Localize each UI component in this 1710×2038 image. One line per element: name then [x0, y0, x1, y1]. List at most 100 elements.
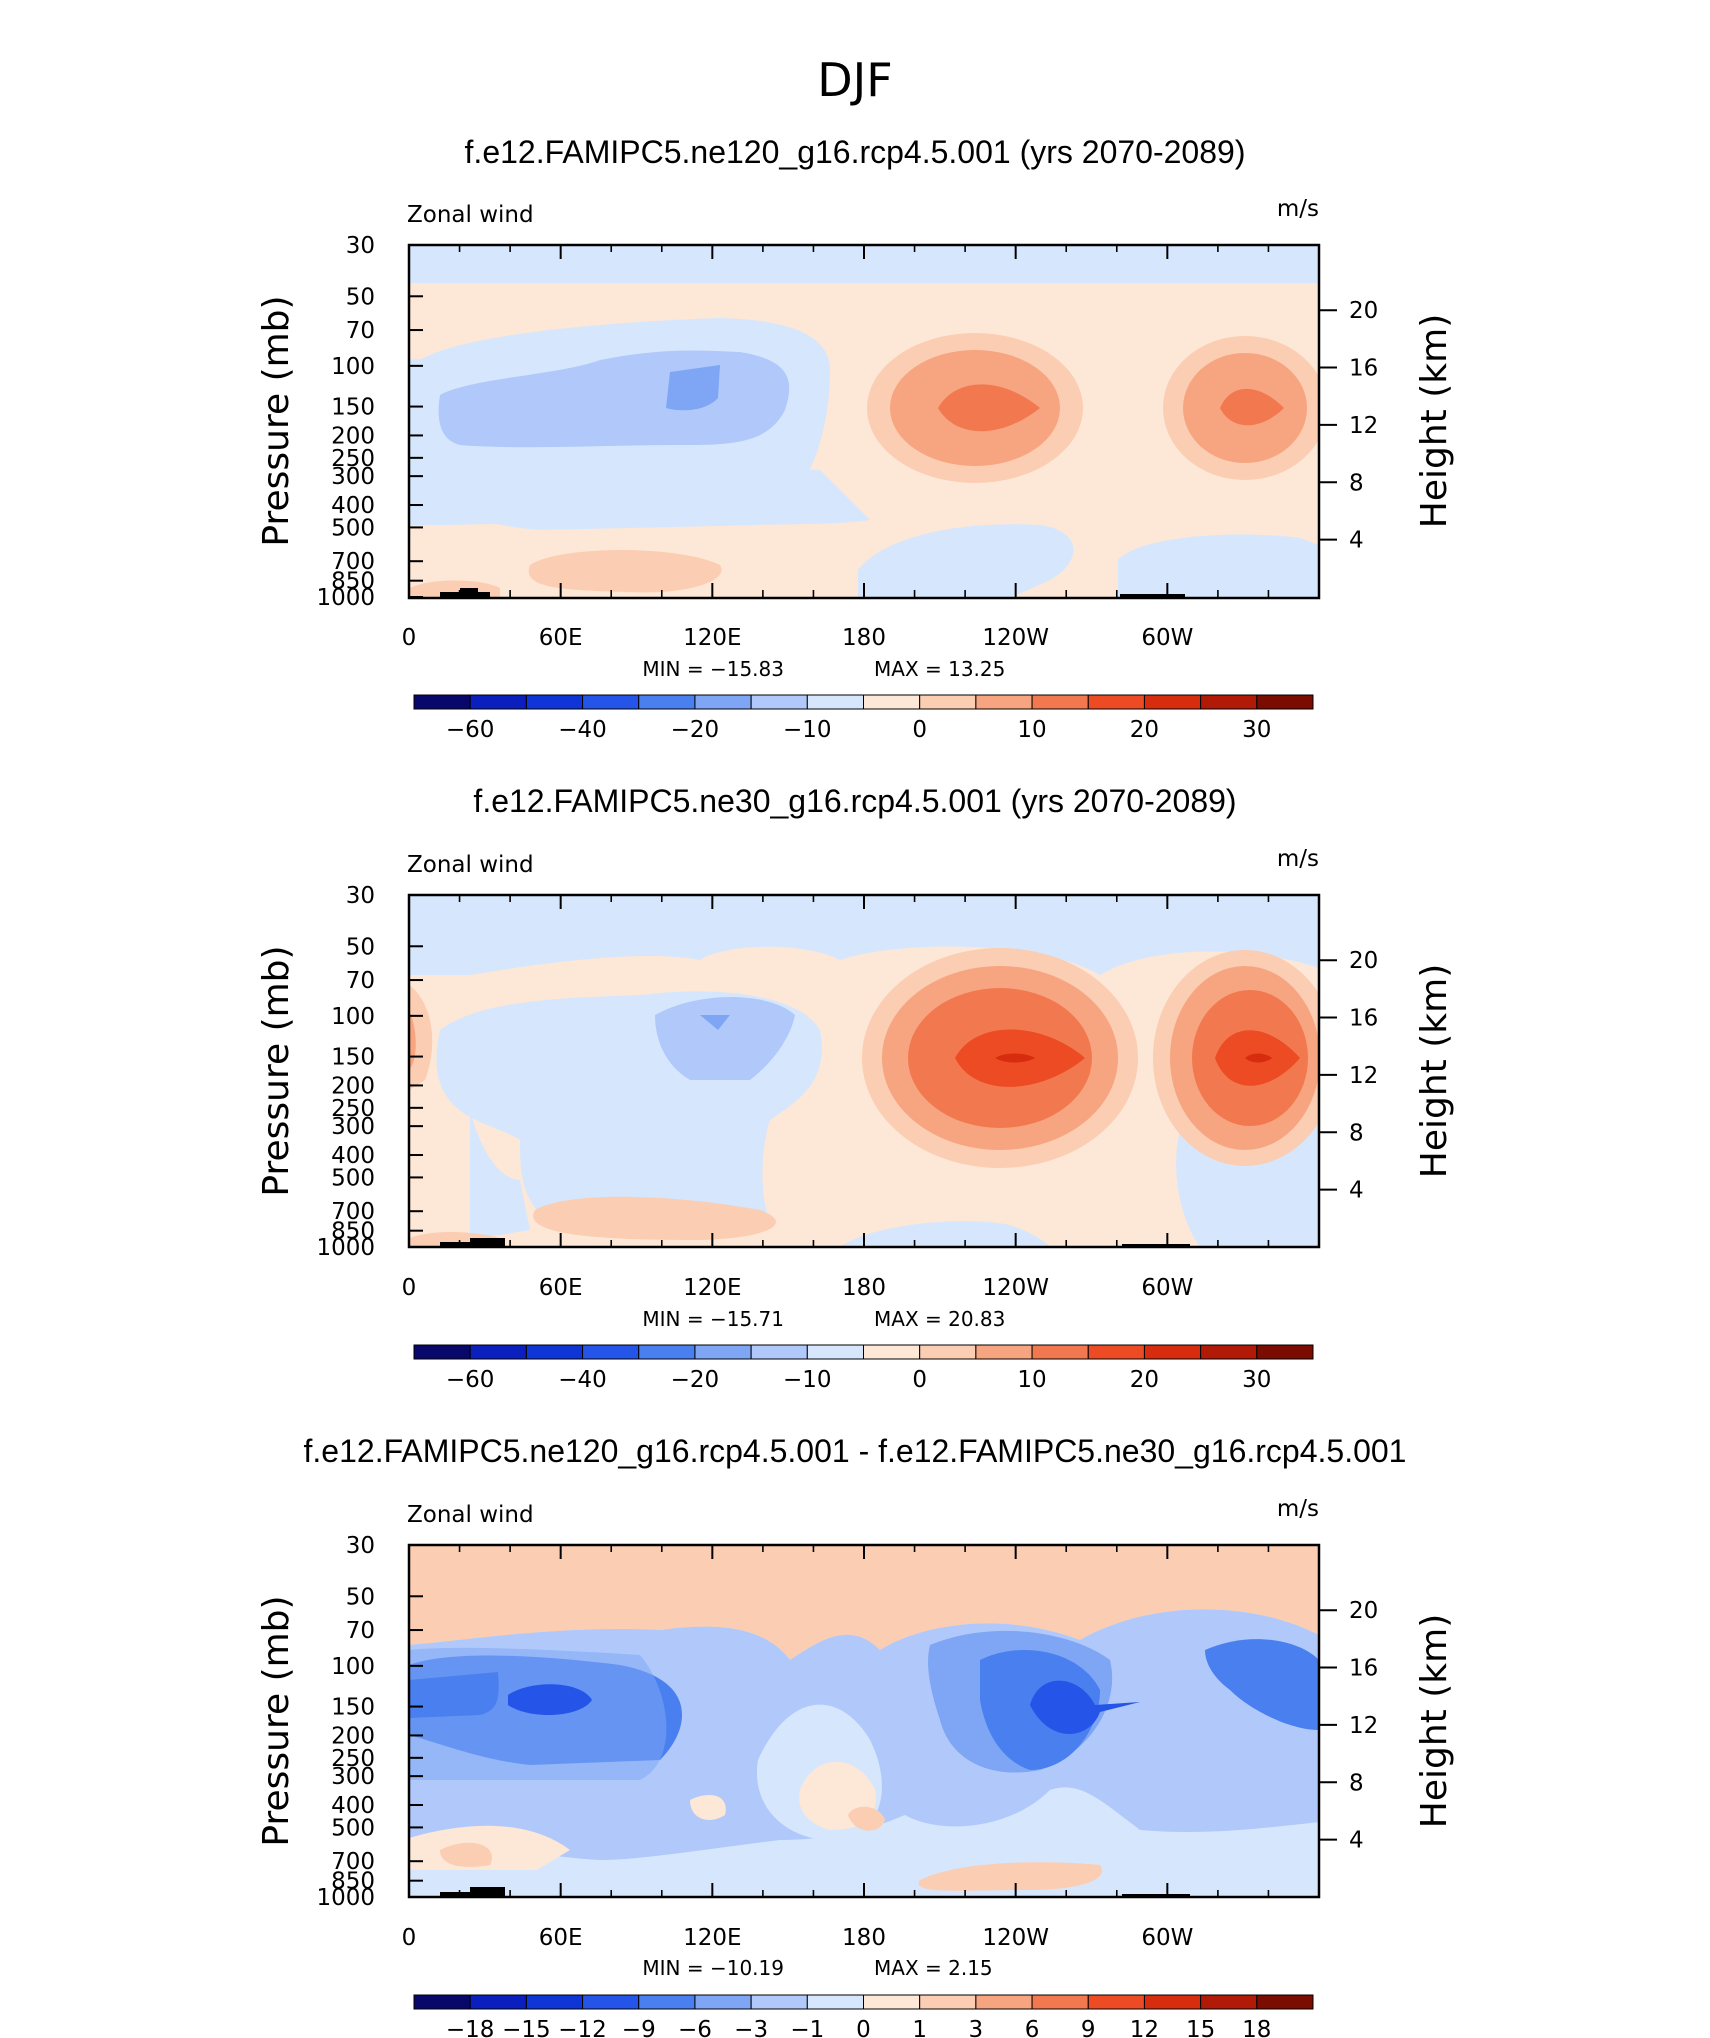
colorbar-swatch	[1256, 1344, 1314, 1360]
contour-band	[848, 1806, 885, 1831]
contour-band	[409, 1010, 416, 1070]
colorbar-label: −12	[558, 2017, 607, 2038]
y-tick-label: 150	[331, 1045, 375, 1071]
y-tick-label: 150	[331, 395, 375, 421]
contour-band	[938, 384, 1040, 432]
colorbar-label: −10	[783, 717, 832, 743]
y-right-tick-label: 8	[1349, 1120, 1364, 1146]
panel-difference: f.e12.FAMIPC5.ne120_g16.rcp4.5.001 - f.e…	[256, 1433, 1455, 2038]
y-right-tick-label: 8	[1349, 1770, 1364, 1796]
colorbar-label: 1	[912, 2017, 927, 2038]
y-tick-label: 500	[331, 515, 375, 541]
contour-band	[666, 365, 720, 411]
colorbar-swatch	[1031, 1994, 1089, 2010]
panel-ne30: f.e12.FAMIPC5.ne30_g16.rcp4.5.001 (yrs 2…	[256, 783, 1455, 1393]
colorbar-label: 10	[1017, 717, 1046, 743]
y-tick-label: 200	[331, 1723, 375, 1749]
y-right-tick-label: 16	[1349, 356, 1378, 382]
colorbar-swatch	[469, 694, 527, 710]
colorbar-swatch	[1087, 1994, 1145, 2010]
x-tick-label: 60E	[539, 625, 583, 651]
contour-band	[533, 1196, 776, 1240]
min-label: MIN = −15.71	[642, 1307, 784, 1331]
y-tick-label: 70	[346, 968, 375, 994]
colorbar: −60 −40 −20 −10 0 10 20 30	[413, 1344, 1314, 1393]
y-tick-label: 500	[331, 1165, 375, 1191]
max-label: MAX = 2.15	[874, 1956, 993, 1980]
topography	[440, 588, 490, 598]
colorbar-swatch	[582, 1344, 640, 1360]
colorbar-swatch	[1200, 1994, 1258, 2010]
y-tick-label: 200	[331, 1073, 375, 1099]
contour-band	[1220, 388, 1284, 426]
colorbar-swatch	[469, 1994, 527, 2010]
colorbar-label: 6	[1025, 2017, 1040, 2038]
colorbar-swatch	[694, 1344, 752, 1360]
min-label: MIN = −15.83	[642, 657, 784, 681]
contour-band	[409, 1870, 600, 1897]
x-tick-label: 60E	[539, 1275, 583, 1301]
y-tick-label: 1000	[316, 585, 375, 611]
left-corner-label: Zonal wind	[407, 852, 534, 878]
x-tick-label: 120E	[683, 625, 741, 651]
colorbar-swatch	[806, 694, 864, 710]
colorbar-swatch	[638, 1344, 696, 1360]
colorbar-swatch	[413, 694, 471, 710]
colorbar-label: −10	[783, 1367, 832, 1393]
y-tick-label: 250	[331, 446, 375, 472]
colorbar-label: −3	[734, 2017, 768, 2038]
x-tick-label: 0	[402, 625, 417, 651]
x-tick-label: 120E	[683, 1925, 741, 1951]
colorbar-swatch	[1087, 694, 1145, 710]
colorbar-label: 0	[856, 2017, 871, 2038]
panel-ne120: f.e12.FAMIPC5.ne120_g16.rcp4.5.001 (yrs …	[256, 134, 1455, 743]
y-right-tick-label: 12	[1349, 1713, 1378, 1739]
colorbar-swatch	[1256, 694, 1314, 710]
contour-band	[1205, 1639, 1319, 1730]
colorbar-swatch	[1031, 1344, 1089, 1360]
y-right-tick-label: 8	[1349, 470, 1364, 496]
max-label: MAX = 13.25	[874, 657, 1005, 681]
colorbar-swatch	[919, 1994, 977, 2010]
colorbar-swatch	[638, 694, 696, 710]
y-tick-label: 100	[331, 1654, 375, 1680]
y-tick-label: 400	[331, 493, 375, 519]
colorbar-swatch	[750, 1344, 808, 1360]
y-right-tick-label: 16	[1349, 1006, 1378, 1032]
colorbar-swatch	[1143, 694, 1202, 710]
y-tick-label: 850	[331, 1219, 375, 1245]
y-tick-label: 50	[346, 284, 375, 310]
left-corner-label: Zonal wind	[407, 202, 534, 228]
contour-band	[409, 1545, 1319, 1660]
contour-band	[409, 895, 1319, 975]
colorbar-label: 18	[1242, 2017, 1271, 2038]
colorbar-label: −40	[558, 717, 607, 743]
colorbar: −60 −40 −20 −10 0 10 20 30	[413, 694, 1314, 743]
colorbar-swatch	[1200, 1344, 1258, 1360]
colorbar-swatch	[863, 1344, 921, 1360]
y-tick-label: 500	[331, 1815, 375, 1841]
colorbar-label: −20	[671, 717, 720, 743]
colorbar-label: 20	[1130, 717, 1159, 743]
colorbar-swatch	[1200, 694, 1258, 710]
x-tick-label: 60E	[539, 1925, 583, 1951]
x-tick-label: 0	[402, 1925, 417, 1951]
x-tick-label: 120W	[982, 625, 1049, 651]
colorbar-swatch	[806, 1994, 864, 2010]
y-tick-label: 70	[346, 318, 375, 344]
y-right-tick-label: 4	[1349, 528, 1364, 554]
colorbar-label: 9	[1081, 2017, 1096, 2038]
y-tick-label: 700	[331, 1849, 375, 1875]
contour-band	[409, 1672, 499, 1718]
y-tick-label: 50	[346, 1584, 375, 1610]
y-axis-title-right: Height (km)	[1414, 1614, 1455, 1828]
y-right-tick-label: 12	[1349, 1063, 1378, 1089]
y-tick-label: 300	[331, 1764, 375, 1790]
colorbar-swatch	[413, 1994, 471, 2010]
colorbar-label: −40	[558, 1367, 607, 1393]
y-tick-label: 250	[331, 1096, 375, 1122]
colorbar-swatch	[750, 1994, 808, 2010]
contour-band	[470, 1110, 530, 1240]
y-tick-label: 300	[331, 1114, 375, 1140]
y-axis-title-right: Height (km)	[1414, 964, 1455, 1178]
